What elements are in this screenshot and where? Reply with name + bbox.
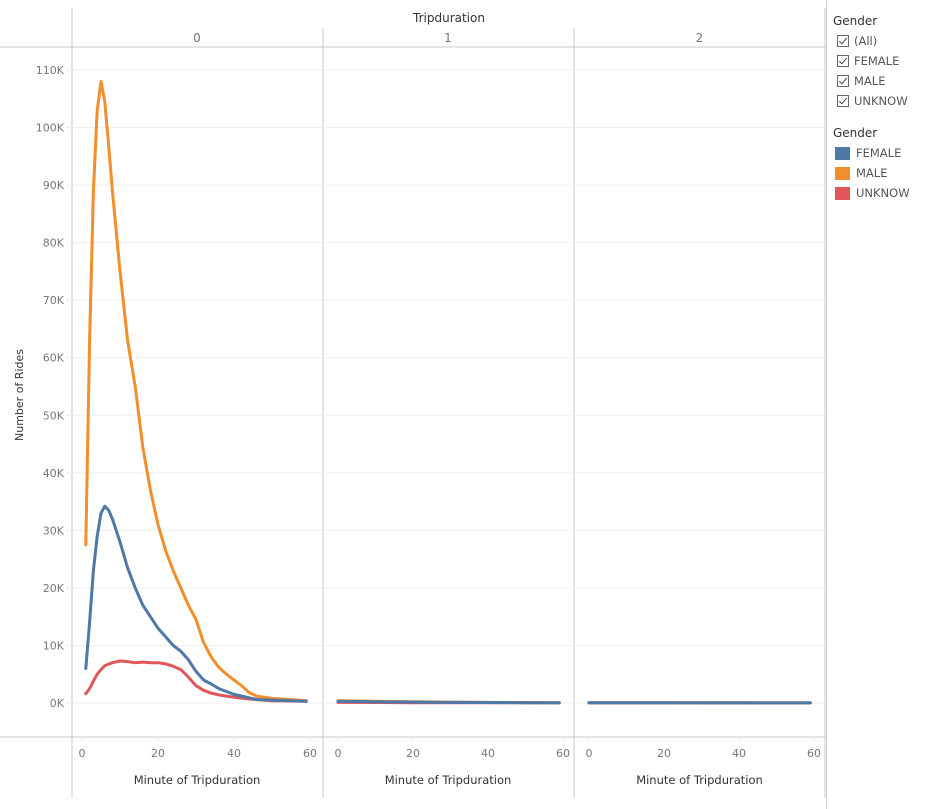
filter-item-label: MALE (854, 74, 886, 88)
color-swatch-icon (835, 146, 850, 160)
color-legend-title: Gender (833, 126, 878, 140)
svg-text:90K: 90K (43, 179, 65, 192)
color-legend-female[interactable]: FEMALE (835, 144, 902, 162)
svg-text:20: 20 (657, 747, 671, 760)
svg-text:Number of Rides: Number of Rides (13, 349, 26, 441)
filter-item-male[interactable]: MALE (837, 72, 885, 90)
checkbox-checked-icon[interactable] (837, 95, 849, 107)
checkbox-checked-icon[interactable] (837, 55, 849, 67)
checkbox-checked-icon[interactable] (837, 35, 849, 47)
filter-item-all[interactable]: (All) (837, 32, 877, 50)
color-legend-unknow[interactable]: UNKNOW (835, 184, 910, 202)
svg-text:20: 20 (406, 747, 420, 760)
filter-item-unknow[interactable]: UNKNOW (837, 92, 908, 110)
svg-text:30K: 30K (43, 524, 65, 537)
svg-text:80K: 80K (43, 237, 65, 250)
filter-item-label: (All) (854, 34, 878, 48)
svg-text:10K: 10K (43, 639, 65, 652)
svg-text:Minute of Tripduration: Minute of Tripduration (636, 773, 763, 787)
svg-text:0: 0 (79, 747, 86, 760)
checkbox-checked-icon[interactable] (837, 75, 849, 87)
svg-text:100K: 100K (36, 122, 65, 135)
filter-item-label: UNKNOW (854, 94, 908, 108)
svg-text:Minute of Tripduration: Minute of Tripduration (134, 773, 261, 787)
svg-text:60: 60 (807, 747, 821, 760)
svg-text:110K: 110K (36, 64, 65, 77)
svg-text:60K: 60K (43, 352, 65, 365)
filter-legend-title: Gender (833, 14, 878, 28)
color-legend-male[interactable]: MALE (835, 164, 888, 182)
svg-text:60: 60 (556, 747, 570, 760)
filter-item-label: FEMALE (854, 54, 900, 68)
svg-text:60: 60 (303, 747, 317, 760)
svg-text:0: 0 (335, 747, 342, 760)
svg-text:0K: 0K (50, 697, 65, 710)
svg-text:20: 20 (151, 747, 165, 760)
svg-text:50K: 50K (43, 409, 65, 422)
legend-panel: Gender (All) FEMALE MALE UNKNOW Gender F… (826, 0, 935, 809)
svg-text:70K: 70K (43, 294, 65, 307)
svg-text:2: 2 (696, 31, 704, 45)
svg-text:0: 0 (193, 31, 201, 45)
svg-text:40: 40 (481, 747, 495, 760)
svg-text:40K: 40K (43, 467, 65, 480)
color-swatch-icon (835, 186, 850, 200)
color-swatch-icon (835, 166, 850, 180)
filter-item-female[interactable]: FEMALE (837, 52, 899, 70)
legend-label: MALE (856, 166, 888, 180)
svg-text:40: 40 (732, 747, 746, 760)
svg-text:40: 40 (227, 747, 241, 760)
svg-text:Tripduration: Tripduration (412, 11, 485, 25)
svg-text:1: 1 (444, 31, 452, 45)
svg-text:0: 0 (586, 747, 593, 760)
legend-label: UNKNOW (856, 186, 910, 200)
legend-label: FEMALE (856, 146, 902, 160)
svg-text:Minute of Tripduration: Minute of Tripduration (385, 773, 512, 787)
svg-text:20K: 20K (43, 582, 65, 595)
